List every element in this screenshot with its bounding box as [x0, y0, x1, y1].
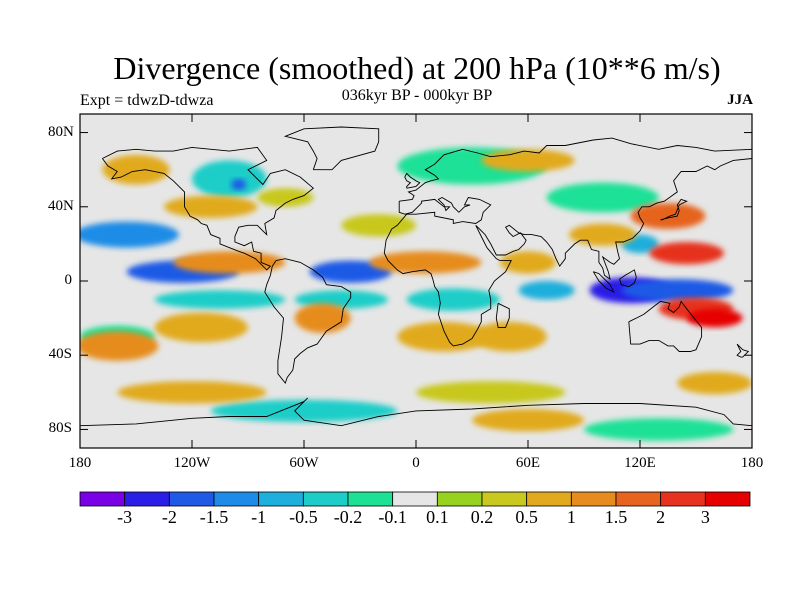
colorbar-label: -0.1 [378, 507, 407, 527]
divergence-region-23 [472, 321, 547, 352]
coastline-7 [619, 269, 637, 288]
divergence-region-36 [416, 381, 566, 404]
divergence-region-27 [686, 308, 743, 328]
lon-label-180: 180 [740, 455, 764, 471]
divergence-region-34 [481, 149, 575, 172]
convergence-region-8 [621, 279, 734, 302]
divergence-region-19 [154, 312, 248, 343]
colorbar-label: 1.5 [604, 507, 628, 527]
divergence-field-layer [80, 147, 752, 441]
divergence-region-20 [294, 303, 351, 333]
coastline-1 [264, 258, 352, 385]
colorbar-label: 3 [700, 507, 710, 527]
lon-label-60W: 60W [289, 455, 319, 471]
coastline-5 [628, 300, 703, 352]
coastline-0 [102, 146, 315, 271]
colorbar-label: 0.5 [515, 507, 538, 527]
colorbar-swatch-8 [436, 491, 483, 507]
colorbar-label: -1 [251, 507, 267, 527]
divergence-region-31 [257, 188, 314, 207]
coastline-2 [283, 126, 380, 171]
coastline-6 [592, 271, 615, 294]
lat-label-0: 0 [64, 272, 73, 288]
lat-label-80S: 80S [48, 420, 72, 437]
coastline-9 [80, 397, 752, 427]
convergence-region-12 [231, 178, 247, 191]
colorbar-swatch-0 [79, 491, 126, 507]
divergence-region-28 [630, 203, 706, 230]
lon-label-180: 180 [68, 455, 92, 471]
chart-subtitle: 036kyr BP - 000kyr BP [341, 87, 493, 104]
colorbar-label: -3 [117, 507, 133, 527]
colorbar-label: -2 [161, 507, 177, 527]
divergence-region-21 [369, 251, 482, 274]
divergence-region-33 [102, 154, 170, 185]
divergence-region-24 [500, 251, 556, 274]
divergence-region-29 [569, 223, 637, 246]
coastline-8 [660, 198, 688, 221]
convergence-region-6 [518, 281, 575, 300]
convergence-region-16 [584, 418, 734, 441]
divergence-region-30 [164, 195, 258, 218]
convergence-region-0 [80, 221, 179, 248]
colorbar-label: -1.5 [199, 507, 229, 527]
colorbar-label: -0.5 [289, 507, 318, 527]
colorbar-swatch-4 [258, 491, 304, 507]
colorbar-label: 1 [566, 507, 576, 527]
axis-ticks [79, 114, 753, 448]
colorbar-label: -0.2 [333, 507, 363, 527]
colorbar-swatch-6 [347, 491, 394, 507]
divergence-region-35 [117, 381, 267, 404]
convergence-region-5 [406, 288, 501, 311]
colorbar-swatch-10 [526, 491, 572, 507]
lon-label-120E: 120E [624, 455, 656, 471]
convergence-region-2 [154, 290, 286, 309]
chart-title: Divergence (smoothed) at 200 hPa (10**6 … [113, 50, 721, 86]
divergence-region-22 [397, 321, 491, 352]
divergence-region-17 [80, 331, 159, 361]
divergence-region-32 [341, 214, 416, 237]
colorbar-label: 0.1 [426, 507, 449, 527]
colorbar-swatch-7 [392, 491, 438, 507]
lon-label-120W: 120W [173, 455, 211, 471]
lat-label-40S: 40S [48, 346, 72, 363]
divergence-region-37 [472, 409, 584, 432]
divergence-region-38 [677, 371, 752, 395]
coastline-4 [404, 172, 421, 189]
colorbar-swatch-14 [704, 491, 751, 507]
season-label: JJA [727, 92, 753, 108]
colorbar-swatch-11 [570, 491, 617, 507]
colorbar-swatch-13 [660, 491, 706, 507]
coastline-layer [80, 126, 752, 427]
lon-label-0: 0 [412, 455, 420, 471]
colorbar-label: 2 [656, 507, 666, 527]
lat-label-80N: 80N [48, 123, 74, 140]
colorbar [79, 491, 751, 507]
coastline-11 [495, 302, 510, 328]
colorbar-swatch-1 [124, 491, 170, 507]
colorbar-swatch-9 [481, 491, 528, 507]
convergence-region-3 [309, 260, 392, 283]
divergence-region-25 [649, 242, 725, 265]
coastline-10 [736, 343, 750, 358]
experiment-label: Expt = tdwzD-tdwza [80, 92, 214, 109]
convergence-region-14 [546, 182, 659, 213]
colorbar-swatch-2 [168, 491, 215, 507]
divergence-region-18 [173, 251, 286, 274]
colorbar-swatch-5 [302, 491, 349, 507]
colorbar-label: 0.2 [470, 507, 494, 527]
colorbar-swatch-3 [213, 491, 260, 507]
lon-label-60E: 60E [515, 455, 541, 471]
coastline-3 [383, 137, 752, 347]
colorbar-swatch-12 [615, 491, 662, 507]
lat-label-40N: 40N [48, 197, 74, 214]
